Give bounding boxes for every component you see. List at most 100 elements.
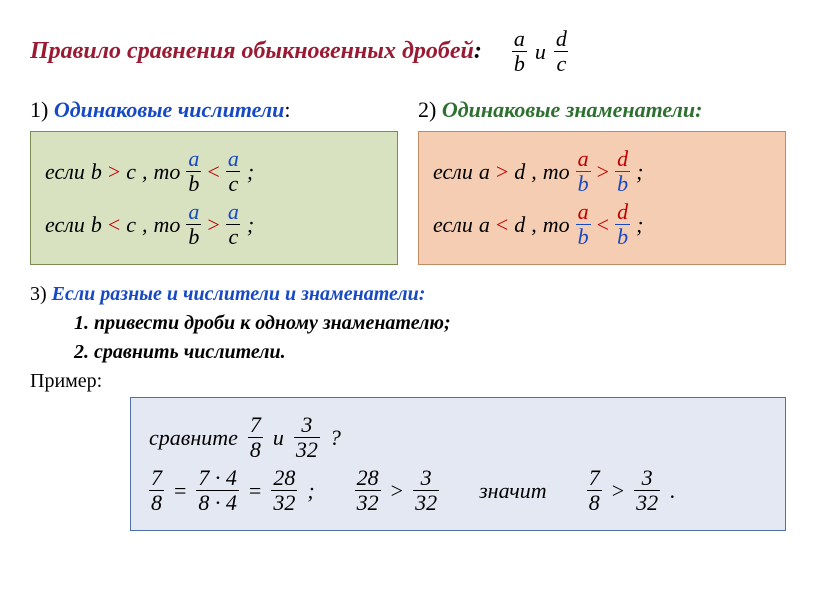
f2n: a (226, 201, 241, 224)
f1d: b (186, 224, 201, 248)
cn: 28 (271, 467, 297, 490)
f1d: b (576, 224, 591, 248)
comma: , (531, 212, 537, 238)
f1n: a (186, 148, 201, 171)
then: то (154, 212, 181, 238)
section-3: 3) Если разные и числители и знаменатели… (30, 283, 786, 306)
sec1-label: Одинаковые числители (54, 97, 285, 122)
comma: , (531, 159, 537, 185)
dd: 32 (355, 490, 381, 514)
then: то (543, 159, 570, 185)
word-compare: сравните (149, 425, 238, 451)
semi: ; (307, 478, 314, 504)
var-l: a (479, 159, 490, 185)
rule2-line1: если a > d , то ab > db ; (433, 148, 771, 195)
var-r: c (126, 212, 136, 238)
ed: 32 (413, 490, 439, 514)
step1-text: привести дроби к одному знаменателю; (94, 312, 451, 334)
sec3-num: 3) (30, 283, 47, 305)
cmp: > (108, 159, 120, 185)
f1n: a (186, 201, 201, 224)
cmp: > (496, 159, 508, 185)
dn: 28 (355, 467, 381, 490)
rule-box-1: если b > c , то ab < ac ; если b < c , т… (30, 131, 398, 265)
rule2-line2: если a < d , то ab < db ; (433, 201, 771, 248)
f1d: 8 (248, 437, 263, 461)
section-1-header: 1) Одинаковые числители: (30, 97, 398, 123)
var-l: a (479, 212, 490, 238)
page-title: Правило сравнения обыкновенных дробей (30, 38, 474, 64)
var-r: c (126, 159, 136, 185)
end: ; (636, 159, 643, 185)
sec1-num: 1) (30, 97, 48, 122)
f1d: b (576, 171, 591, 195)
f2d: b (615, 224, 630, 248)
step-1: 1. привести дроби к одному знаменателю; (74, 312, 786, 335)
and: и (273, 425, 284, 451)
cmp: < (108, 212, 120, 238)
mid: < (207, 159, 219, 185)
dot: . (670, 478, 676, 504)
cmp1: > (391, 478, 403, 504)
comma: , (142, 159, 148, 185)
section-2-header: 2) Одинаковые знаменатели: (418, 97, 786, 123)
sec1-colon: : (284, 97, 290, 122)
step-2: 2. сравнить числители. (74, 341, 786, 364)
rule-box-2: если a > d , то ab > db ; если a < d , т… (418, 131, 786, 265)
f1n: a (576, 201, 591, 224)
end: ; (636, 212, 643, 238)
f2d: c (226, 224, 240, 248)
if: если (45, 159, 85, 185)
var-l: b (91, 159, 102, 185)
end: ; (247, 159, 254, 185)
ad: 8 (149, 490, 164, 514)
hf-b: b (512, 51, 527, 75)
var-r: d (514, 159, 525, 185)
title-row: Правило сравнения обыкновенных дробей: a… (30, 28, 786, 75)
cmp: < (496, 212, 508, 238)
qmark: ? (330, 425, 341, 451)
f2d: b (615, 171, 630, 195)
header-fractions: ab и dc (512, 28, 569, 75)
example-row-2: 78 = 7 · 48 · 4 = 2832 ; 2832 > 332 знач… (149, 467, 767, 514)
f2d: 32 (294, 437, 320, 461)
bn: 7 · 4 (196, 467, 239, 490)
example-label: Пример: (30, 370, 786, 393)
f2n: 3 (299, 414, 314, 437)
comma: , (142, 212, 148, 238)
an: 7 (149, 467, 164, 490)
title-block: Правило сравнения обыкновенных дробей: (30, 38, 482, 65)
gn: 3 (640, 467, 655, 490)
hf-d: d (554, 28, 569, 51)
sec2-label: Одинаковые знаменатели: (442, 97, 703, 122)
en: 3 (419, 467, 434, 490)
s2n: 2. (74, 341, 89, 363)
sec3-label: Если разные и числители и знаменатели: (52, 283, 426, 305)
if: если (45, 212, 85, 238)
f2d: c (226, 171, 240, 195)
if: если (433, 212, 473, 238)
eq2: = (249, 478, 261, 504)
var-r: d (514, 212, 525, 238)
then: то (543, 212, 570, 238)
eq1: = (174, 478, 186, 504)
s1n: 1. (74, 312, 89, 334)
fn: 7 (587, 467, 602, 490)
cd: 32 (271, 490, 297, 514)
title-colon: : (474, 38, 482, 64)
var-l: b (91, 212, 102, 238)
f1d: b (186, 171, 201, 195)
rule1-line2: если b < c , то ab > ac ; (45, 201, 383, 248)
f2n: d (615, 201, 630, 224)
mid: < (597, 212, 609, 238)
word-so: значит (479, 478, 547, 504)
step2-text: сравнить числители. (94, 341, 286, 363)
example-row-1: сравните 78 и 332 ? (149, 414, 767, 461)
hf-a: a (512, 28, 527, 51)
bd: 8 · 4 (196, 490, 239, 514)
rule1-line1: если b > c , то ab < ac ; (45, 148, 383, 195)
f2n: d (615, 148, 630, 171)
section-2: 2) Одинаковые знаменатели: если a > d , … (418, 97, 786, 265)
mid: > (597, 159, 609, 185)
f1n: a (576, 148, 591, 171)
